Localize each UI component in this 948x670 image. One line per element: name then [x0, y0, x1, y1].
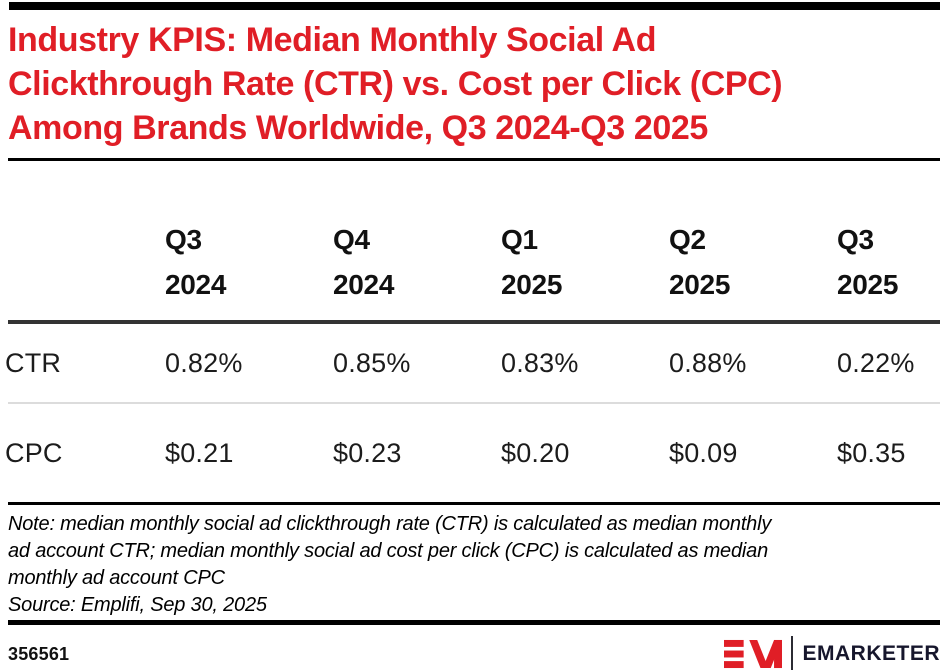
cell-ctr-q1-2025: 0.83%	[501, 347, 579, 378]
em-monogram-icon	[724, 639, 783, 669]
column-header-q2-2025: Q2 2025	[669, 224, 731, 300]
chart-title-line-3: Among Brands Worldwide, Q3 2024-Q3 2025	[8, 109, 708, 147]
table-row-cpc: CPC $0.21 $0.23 $0.20 $0.09 $0.35	[5, 402, 940, 502]
cell-ctr-q2-2025: 0.88%	[669, 347, 747, 378]
kpi-table: Q3 2024 Q4 2024 Q1 2025 Q2 2025 Q3 2025 CTR 0.82% 0…	[5, 161, 940, 502]
cell-cpc-q3-2025: $0.35	[837, 437, 906, 468]
cell-cpc-q4-2024: $0.23	[333, 437, 402, 468]
row-label-ctr: CTR	[5, 347, 62, 378]
brand-wordmark: EMARKETER	[802, 642, 940, 665]
note-line-3: monthly ad account CPC	[8, 567, 225, 589]
chart-footer: 356561 EMARKETER	[8, 636, 940, 670]
chart-title-line-1: Industry KPIS: Median Monthly Social Ad	[8, 21, 657, 59]
logo-separator	[791, 636, 794, 670]
table-row-ctr: CTR 0.82% 0.85% 0.83% 0.88% 0.22%	[5, 324, 940, 402]
column-header-q3-2024: Q3 2024	[165, 224, 227, 300]
table-header-row: Q3 2024 Q4 2024 Q1 2025 Q2 2025 Q3 2025	[8, 161, 940, 307]
cell-cpc-q2-2025: $0.09	[669, 437, 738, 468]
column-header-q4-2024: Q4 2024	[333, 224, 395, 300]
emarketer-logo: EMARKETER	[724, 636, 940, 670]
chart-note: Note: median monthly social ad clickthro…	[8, 511, 940, 619]
row-label-cpc: CPC	[5, 437, 63, 468]
chart-title: Industry KPIS: Median Monthly Social Ad …	[8, 18, 940, 150]
column-header-q3-2025: Q3 2025	[837, 224, 899, 300]
cell-cpc-q3-2024: $0.21	[165, 437, 234, 468]
cell-ctr-q4-2024: 0.85%	[333, 347, 411, 378]
cell-ctr-q3-2024: 0.82%	[165, 347, 243, 378]
chart-title-line-2: Clickthrough Rate (CTR) vs. Cost per Cli…	[8, 65, 783, 103]
title-divider	[8, 158, 940, 161]
header-divider	[8, 320, 940, 324]
top-rule	[9, 2, 940, 10]
column-header-q1-2025: Q1 2025	[501, 224, 563, 300]
note-line-2: ad account CTR; median monthly social ad…	[8, 540, 768, 562]
note-divider	[8, 502, 940, 505]
chart-source: Source: Emplifi, Sep 30, 2025	[8, 594, 267, 616]
note-line-1: Note: median monthly social ad clickthro…	[8, 513, 772, 535]
cell-cpc-q1-2025: $0.20	[501, 437, 570, 468]
table-body: CTR 0.82% 0.85% 0.83% 0.88% 0.22% CPC $0.21 $0.2…	[5, 324, 940, 502]
chart-id: 356561	[8, 643, 70, 664]
cell-ctr-q3-2025: 0.22%	[837, 347, 915, 378]
table-corner-cell	[8, 217, 165, 307]
footer-divider	[8, 620, 940, 625]
